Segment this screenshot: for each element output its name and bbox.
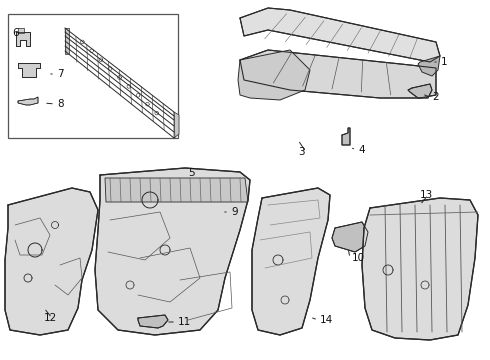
Polygon shape bbox=[95, 168, 250, 335]
Text: 8: 8 bbox=[57, 99, 64, 109]
Text: 14: 14 bbox=[320, 315, 333, 325]
Polygon shape bbox=[18, 63, 40, 77]
Text: 1: 1 bbox=[441, 57, 448, 67]
Polygon shape bbox=[105, 178, 248, 202]
Polygon shape bbox=[174, 112, 179, 138]
Polygon shape bbox=[138, 315, 168, 328]
Polygon shape bbox=[362, 198, 478, 340]
Polygon shape bbox=[418, 56, 440, 76]
Text: 3: 3 bbox=[298, 147, 305, 157]
Polygon shape bbox=[65, 28, 69, 54]
Polygon shape bbox=[18, 28, 24, 33]
Polygon shape bbox=[332, 222, 368, 252]
Polygon shape bbox=[5, 188, 98, 335]
Text: 2: 2 bbox=[432, 92, 439, 102]
Text: 5: 5 bbox=[188, 168, 195, 178]
Text: 7: 7 bbox=[57, 69, 64, 79]
Text: 6: 6 bbox=[12, 28, 19, 38]
Polygon shape bbox=[240, 8, 440, 62]
Bar bbox=[8, 14, 178, 138]
Text: 11: 11 bbox=[178, 317, 191, 327]
Text: 4: 4 bbox=[358, 145, 365, 155]
Polygon shape bbox=[252, 188, 330, 335]
Polygon shape bbox=[240, 50, 436, 98]
Polygon shape bbox=[408, 84, 432, 98]
Polygon shape bbox=[16, 32, 30, 46]
Text: 9: 9 bbox=[231, 207, 238, 217]
Polygon shape bbox=[342, 128, 350, 145]
Text: 10: 10 bbox=[352, 253, 365, 263]
Polygon shape bbox=[238, 50, 310, 100]
Polygon shape bbox=[18, 97, 38, 105]
Text: 13: 13 bbox=[420, 190, 433, 200]
Text: 12: 12 bbox=[44, 313, 57, 323]
